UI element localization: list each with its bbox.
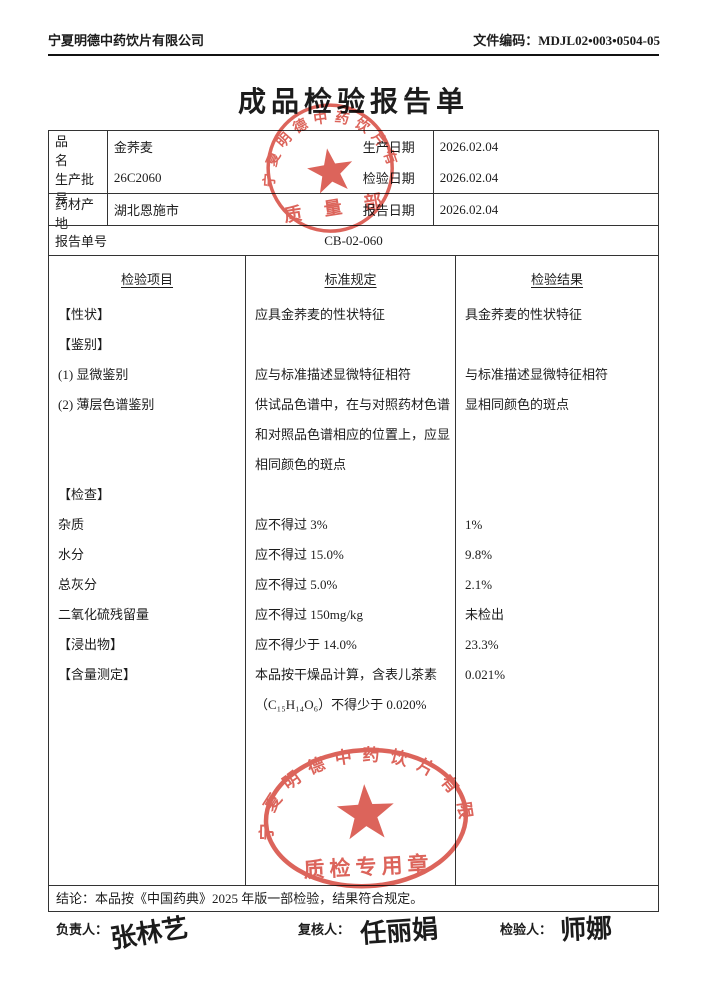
- inspector-signature: 师娜: [559, 913, 613, 947]
- header-rule: [48, 54, 659, 56]
- company-name: 宁夏明德中药饮片有限公司: [48, 33, 205, 48]
- star-icon: [336, 784, 394, 840]
- result-cell: [456, 450, 658, 480]
- result-cell: 具金荞麦的性状特征: [465, 307, 583, 322]
- origin-value: 湖北恩施市: [113, 203, 179, 218]
- quality-dept-stamp: 宁夏明德中药饮片有限公司 质 量 部: [250, 86, 403, 233]
- standard-cell: 应不得过 5.0%: [255, 577, 338, 592]
- header-item: 检验项目: [121, 271, 174, 287]
- stamp-dept-text: 质 量 部: [282, 188, 392, 226]
- item-cell: [49, 420, 245, 450]
- report-date-label: 报告日期: [362, 203, 415, 218]
- item-cell: 总灰分: [58, 577, 98, 592]
- batch-value: 26C2060: [113, 169, 162, 185]
- inspector-label: 检验人：: [500, 922, 553, 937]
- result-cell: 2.1%: [465, 577, 493, 592]
- result-cell: [456, 480, 658, 510]
- product-value: 金荞麦: [113, 140, 153, 155]
- column-standards: 标准规定 应具金荞麦的性状特征应与标准描述显微特征相符供试品色谱中，在与对照药材…: [245, 256, 455, 885]
- column-results: 检验结果 具金荞麦的性状特征与标准描述显微特征相符 显相同颜色的斑点 1% 9.8% 2…: [455, 256, 658, 885]
- page-header: 宁夏明德中药饮片有限公司 文件编码：MDJL02•003•0504-05: [48, 30, 660, 49]
- result-cell: 1%: [465, 517, 483, 532]
- lead-signature: 张林艺: [108, 913, 191, 955]
- result-cell: [456, 330, 658, 360]
- result-cell: 0.021%: [465, 667, 506, 682]
- file-code: 文件编码：MDJL02•003•0504-05: [473, 33, 660, 48]
- item-cell: (1) 显微鉴别: [58, 367, 129, 382]
- report-no-label: 报告单号: [55, 234, 108, 249]
- standard-cell: 应不得过 150mg/kg: [255, 607, 363, 622]
- prod-date-value: 2026.02.04: [439, 138, 499, 154]
- report-date-value: 2026.02.04: [439, 201, 499, 217]
- info-band-origin: 药材产地 湖北恩施市 报告日期 2026.02.04: [49, 193, 658, 231]
- result-cell: 23.3%: [465, 637, 499, 652]
- qc-seal-stamp: 宁夏明德中药饮片有限公司 质检专用章: [254, 738, 477, 889]
- lead-label: 负责人：: [56, 922, 109, 937]
- standard-cell: 应具金荞麦的性状特征: [255, 307, 386, 322]
- standard-cell: 本品按干燥品计算，含表儿茶素: [255, 667, 438, 682]
- test-date-value: 2026.02.04: [439, 169, 499, 185]
- review-label: 复核人：: [298, 922, 351, 937]
- standard-cell: 应不得过 3%: [255, 517, 328, 532]
- result-cell: 显相同颜色的斑点: [465, 397, 570, 412]
- test-date-label: 检验日期: [362, 171, 415, 186]
- item-cell: 杂质: [58, 517, 85, 532]
- page-title: 成品检验报告单: [237, 87, 469, 118]
- item-cell: [49, 690, 245, 720]
- result-cell: [456, 420, 658, 450]
- standard-cell: 应不得少于 14.0%: [255, 637, 357, 652]
- report-no-value: CB-02-060: [324, 232, 383, 248]
- item-cell: 水分: [58, 547, 85, 562]
- header-standard: 标准规定: [324, 271, 377, 287]
- item-cell: 【检查】: [58, 487, 111, 502]
- standard-cell: [246, 480, 455, 510]
- standard-cell: 应不得过 15.0%: [255, 547, 344, 562]
- standard-cell: 相同颜色的斑点: [255, 457, 347, 472]
- result-cell: 9.8%: [465, 547, 493, 562]
- signature-row: 负责人： 复核人： 检验人： 张林艺 任丽娟 师娜: [48, 913, 659, 977]
- batch-label: 生产批号: [55, 172, 95, 206]
- info-band-top: 品 名 生产批号 金荞麦 生产日期 26C2060 检验日期 2026.02.0…: [49, 131, 658, 206]
- item-cell: 【浸出物】: [58, 637, 124, 652]
- result-cell: 未检出: [465, 607, 505, 622]
- report-form: 品 名 生产批号 金荞麦 生产日期 26C2060 检验日期 2026.02.0…: [48, 130, 659, 912]
- item-cell: 【鉴别】: [58, 337, 111, 352]
- item-cell: 二氧化硫残留量: [58, 607, 150, 622]
- standard-cell: [246, 330, 455, 360]
- standard-cell: 和对照品色谱相应的位置上，应显: [255, 427, 451, 442]
- column-items: 检验项目 【性状】【鉴别】 (1) 显微鉴别 (2) 薄层色谱鉴别 【检查】杂质水分总…: [49, 256, 245, 885]
- item-cell: 【性状】: [58, 307, 111, 322]
- result-cell: [456, 690, 658, 720]
- standard-cell: （C₁₅H₁₄O₆）不得少于 0.020%: [255, 697, 427, 712]
- standard-cell: 供试品色谱中，在与对照药材色谱: [255, 397, 451, 412]
- inspection-table: 检验项目 【性状】【鉴别】 (1) 显微鉴别 (2) 薄层色谱鉴别 【检查】杂质水分总…: [49, 255, 658, 885]
- star-icon: [307, 148, 353, 194]
- item-cell: 【含量测定】: [58, 667, 137, 682]
- result-cell: 与标准描述显微特征相符: [465, 367, 609, 382]
- origin-label: 药材产地: [55, 197, 95, 231]
- item-cell: (2) 薄层色谱鉴别: [58, 397, 155, 412]
- item-cell: [49, 450, 245, 480]
- header-result: 检验结果: [531, 271, 584, 287]
- review-signature: 任丽娟: [359, 914, 440, 950]
- standard-cell: 应与标准描述显微特征相符: [255, 367, 412, 382]
- product-label: 品 名: [55, 134, 95, 168]
